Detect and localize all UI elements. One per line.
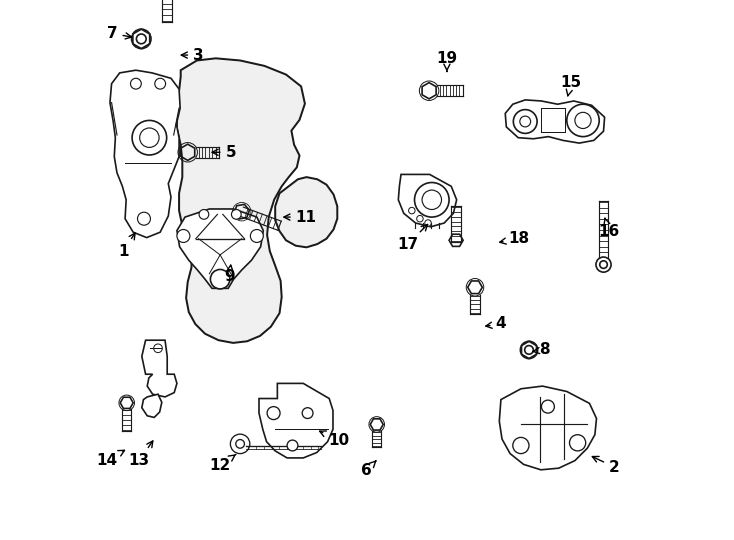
Text: 12: 12 <box>210 454 236 473</box>
Circle shape <box>520 341 537 359</box>
Text: 14: 14 <box>96 450 125 468</box>
Text: 9: 9 <box>224 265 235 284</box>
Circle shape <box>417 215 424 222</box>
Circle shape <box>513 437 529 454</box>
Circle shape <box>131 78 141 89</box>
Circle shape <box>425 220 432 226</box>
Circle shape <box>230 434 250 454</box>
Text: 5: 5 <box>212 145 236 160</box>
Circle shape <box>570 435 586 451</box>
Text: 11: 11 <box>284 210 316 225</box>
Circle shape <box>137 212 150 225</box>
Text: 16: 16 <box>598 218 619 239</box>
Circle shape <box>267 407 280 420</box>
Polygon shape <box>275 177 338 247</box>
Circle shape <box>155 78 166 89</box>
Circle shape <box>231 210 241 219</box>
Text: 4: 4 <box>486 316 506 332</box>
Polygon shape <box>399 174 457 227</box>
Polygon shape <box>177 58 305 343</box>
Circle shape <box>415 183 449 217</box>
Text: 13: 13 <box>128 441 153 468</box>
Circle shape <box>302 408 313 418</box>
Polygon shape <box>142 340 177 397</box>
Polygon shape <box>177 209 264 288</box>
Polygon shape <box>505 100 605 143</box>
Polygon shape <box>142 394 161 417</box>
Text: 6: 6 <box>360 461 376 478</box>
Circle shape <box>596 257 611 272</box>
Circle shape <box>132 120 167 155</box>
Circle shape <box>287 440 298 451</box>
Circle shape <box>542 400 554 413</box>
Text: 7: 7 <box>107 26 131 41</box>
Text: 18: 18 <box>500 231 530 246</box>
Text: 10: 10 <box>319 431 349 448</box>
Circle shape <box>199 210 208 219</box>
Circle shape <box>177 230 190 242</box>
Text: 15: 15 <box>561 75 581 96</box>
Text: 2: 2 <box>592 456 619 475</box>
Polygon shape <box>499 386 597 470</box>
Polygon shape <box>110 70 180 238</box>
Text: 19: 19 <box>436 51 457 71</box>
Circle shape <box>131 29 151 49</box>
Text: 3: 3 <box>181 48 204 63</box>
Text: 8: 8 <box>533 342 549 357</box>
Circle shape <box>211 269 230 289</box>
Circle shape <box>567 104 599 137</box>
Text: 1: 1 <box>118 233 135 259</box>
Polygon shape <box>259 383 333 458</box>
Text: 17: 17 <box>397 225 428 252</box>
Circle shape <box>250 230 264 242</box>
Circle shape <box>513 110 537 133</box>
Circle shape <box>409 207 415 214</box>
